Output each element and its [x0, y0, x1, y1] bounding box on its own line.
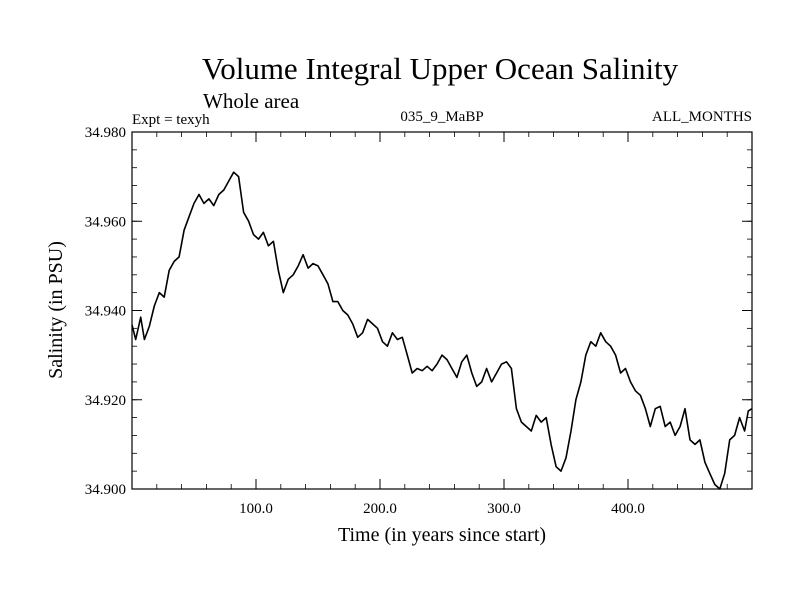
plot-frame [131, 131, 753, 490]
y-axis-label: Salinity (in PSU) [45, 241, 67, 379]
chart-subtitle: Whole area [203, 89, 300, 113]
y-axis-ticks: 34.900 34.920 34.940 34.960 34.980 [85, 125, 752, 498]
x-tick-label: 400.0 [611, 501, 645, 517]
x-axis-ticks: 100.0 200.0 300.0 400.0 [156, 132, 728, 517]
y-tick-label: 34.900 [85, 482, 126, 498]
y-tick-label: 34.920 [85, 393, 126, 409]
y-tick-label: 34.940 [85, 304, 126, 320]
months-label: ALL_MONTHS [652, 109, 752, 125]
y-tick-label: 34.980 [85, 125, 126, 141]
salinity-series-line [131, 171, 753, 490]
x-tick-label: 300.0 [487, 501, 521, 517]
experiment-label: Expt = texyh [132, 112, 210, 128]
x-axis-label: Time (in years since start) [338, 524, 546, 546]
x-tick-label: 100.0 [239, 501, 273, 517]
run-label: 035_9_MaBP [400, 109, 483, 125]
y-tick-label: 34.960 [85, 214, 126, 230]
chart-title: Volume Integral Upper Ocean Salinity [202, 51, 679, 86]
x-tick-label: 200.0 [363, 501, 397, 517]
